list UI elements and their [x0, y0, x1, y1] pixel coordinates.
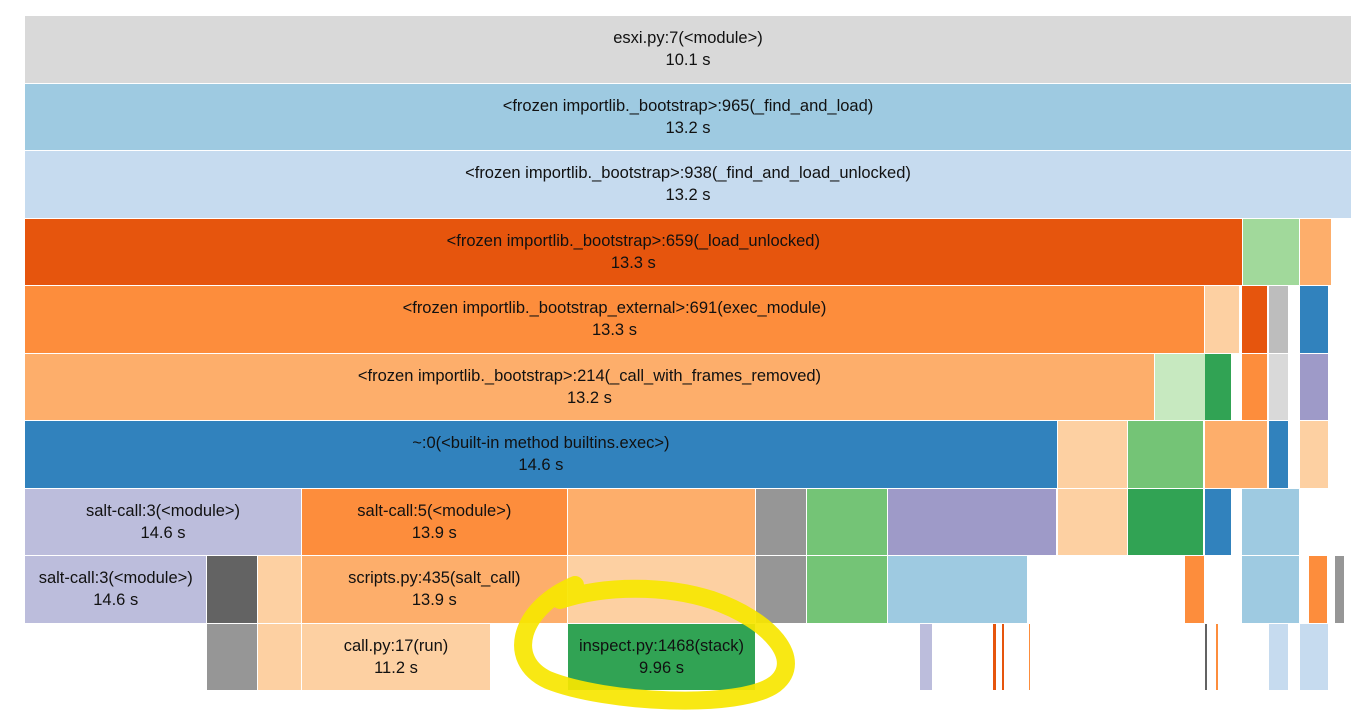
- stack-frame-unlabeled[interactable]: [1268, 353, 1290, 421]
- frame-time: 9.96 s: [639, 658, 684, 677]
- stack-frame-unlabeled[interactable]: [1204, 421, 1269, 489]
- frame-time: 13.2 s: [665, 118, 711, 137]
- stack-frame-unlabeled[interactable]: [1128, 488, 1204, 556]
- stack-frame-unlabeled[interactable]: [1299, 286, 1329, 354]
- frame-time: 13.2 s: [665, 186, 711, 205]
- stack-frame[interactable]: <frozen importlib._bootstrap_external>:6…: [25, 286, 1205, 354]
- stack-frame-unlabeled[interactable]: [1241, 488, 1301, 556]
- frame-time: 13.9 s: [411, 523, 457, 542]
- stack-frame-unlabeled[interactable]: [1242, 218, 1300, 286]
- stack-frame[interactable]: <frozen importlib._bootstrap>:965(_find_…: [25, 83, 1352, 151]
- stack-frame-unlabeled[interactable]: [888, 556, 1029, 624]
- stack-frame-unlabeled[interactable]: [806, 488, 889, 556]
- stack-frame-unlabeled[interactable]: [888, 488, 1058, 556]
- stack-frame-unlabeled[interactable]: [1308, 556, 1329, 624]
- frame-label: <frozen importlib._bootstrap>:214(_call_…: [357, 366, 822, 385]
- stack-frame-unlabeled[interactable]: [1299, 218, 1333, 286]
- stack-frame-unlabeled[interactable]: [1002, 623, 1006, 691]
- frame-label: ~:0(<built-in method builtins.exec>): [412, 434, 670, 453]
- stack-frame-unlabeled[interactable]: [1029, 623, 1032, 691]
- frame-time: 14.6 s: [518, 456, 564, 475]
- frame-label: <frozen importlib._bootstrap_external>:6…: [402, 299, 827, 318]
- stack-frame[interactable]: ~:0(<built-in method builtins.exec>) 14.6…: [25, 421, 1058, 489]
- stack-frame-unlabeled[interactable]: [1128, 421, 1204, 489]
- stack-frame-unlabeled[interactable]: [1299, 623, 1329, 691]
- stack-frame-unlabeled[interactable]: [1204, 623, 1209, 691]
- stack-frame-unlabeled[interactable]: [1268, 623, 1290, 691]
- stack-frame-unlabeled[interactable]: [1299, 353, 1329, 421]
- frame-label: scripts.py:435(salt_call): [348, 569, 521, 588]
- stack-frame-unlabeled[interactable]: [1241, 286, 1268, 354]
- frame-label: salt-call:5(<module>): [357, 501, 512, 520]
- stack-frame[interactable]: call.py:17(run) 11.2 s: [302, 623, 491, 691]
- stack-frame-unlabeled[interactable]: [1241, 353, 1268, 421]
- stack-frame-unlabeled[interactable]: [1204, 286, 1240, 354]
- stack-frame-unlabeled[interactable]: [806, 556, 889, 624]
- stack-frame-unlabeled[interactable]: [257, 623, 303, 691]
- stack-frame-unlabeled[interactable]: [1204, 353, 1232, 421]
- stack-frame-unlabeled[interactable]: [1057, 421, 1129, 489]
- stack-frame-unlabeled[interactable]: [207, 556, 258, 624]
- stack-frame[interactable]: salt-call:3(<module>) 14.6 s: [25, 488, 303, 556]
- frame-label: salt-call:3(<module>): [85, 501, 241, 520]
- stack-frame[interactable]: scripts.py:435(salt_call) 13.9 s: [302, 556, 568, 624]
- stack-frame-unlabeled[interactable]: [1215, 623, 1220, 691]
- frame-label: <frozen importlib._bootstrap>:659(_load_…: [446, 231, 820, 250]
- stack-frame[interactable]: esxi.py:7(<module>) 10.1 s: [25, 16, 1352, 84]
- stack-frame[interactable]: salt-call:3(<module>) 14.6 s: [25, 556, 208, 624]
- stack-frame[interactable]: inspect.py:1468(stack) 9.96 s: [567, 623, 757, 691]
- stack-frame-unlabeled[interactable]: [756, 488, 807, 556]
- frame-time: 13.3 s: [592, 321, 637, 340]
- frame-time: 14.6 s: [93, 591, 139, 610]
- frame-label: inspect.py:1468(stack): [578, 636, 745, 655]
- stack-frame-unlabeled[interactable]: [1335, 556, 1346, 624]
- stack-frame-unlabeled[interactable]: [1154, 353, 1207, 421]
- stack-frame-unlabeled[interactable]: [1241, 556, 1301, 624]
- frame-time: 13.3 s: [610, 253, 656, 272]
- frame-label: salt-call:3(<module>): [38, 569, 193, 588]
- stack-frame[interactable]: salt-call:5(<module>) 13.9 s: [302, 488, 568, 556]
- frame-time: 10.1 s: [665, 51, 711, 70]
- frame-label: <frozen importlib._bootstrap>:965(_find_…: [502, 96, 874, 115]
- stack-frame-unlabeled[interactable]: [1185, 556, 1206, 624]
- stack-frame-unlabeled[interactable]: [1204, 488, 1232, 556]
- stack-frame-unlabeled[interactable]: [257, 556, 303, 624]
- frame-time: 13.2 s: [566, 388, 612, 407]
- stack-frame-unlabeled[interactable]: [1057, 488, 1129, 556]
- stack-frame-unlabeled[interactable]: [1268, 421, 1290, 489]
- stack-frame-unlabeled[interactable]: [1299, 421, 1329, 489]
- frame-label: call.py:17(run): [343, 636, 449, 655]
- stack-frame-unlabeled[interactable]: [567, 556, 757, 624]
- stack-frame[interactable]: <frozen importlib._bootstrap>:659(_load_…: [25, 218, 1243, 286]
- frame-label: <frozen importlib._bootstrap>:938(_find_…: [465, 164, 911, 183]
- stack-frame[interactable]: <frozen importlib._bootstrap>:938(_find_…: [25, 151, 1352, 219]
- stack-frame-unlabeled[interactable]: [993, 623, 997, 691]
- stack-frame-unlabeled[interactable]: [756, 556, 807, 624]
- stack-frame[interactable]: <frozen importlib._bootstrap>:214(_call_…: [25, 353, 1155, 421]
- stack-frame-unlabeled[interactable]: [920, 623, 933, 691]
- frame-time: 11.2 s: [374, 658, 418, 677]
- stack-frame-unlabeled[interactable]: [567, 488, 757, 556]
- stack-frame-unlabeled[interactable]: [1268, 286, 1290, 354]
- frame-label: esxi.py:7(<module>): [613, 29, 763, 48]
- stack-frame-unlabeled[interactable]: [207, 623, 258, 691]
- frame-time: 13.9 s: [411, 591, 457, 610]
- frame-time: 14.6 s: [140, 523, 186, 542]
